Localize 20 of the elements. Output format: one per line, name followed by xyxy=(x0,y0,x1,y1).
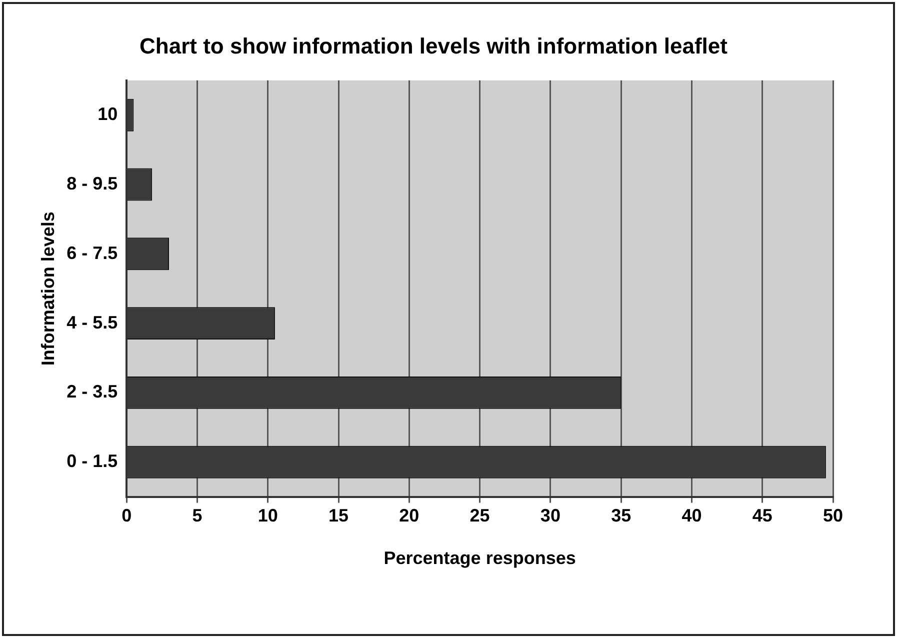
y-tick-label: 10 xyxy=(98,104,118,124)
x-tick-label: 45 xyxy=(752,506,772,526)
x-tick-label: 30 xyxy=(540,506,560,526)
y-tick-label: 8 - 9.5 xyxy=(66,173,118,194)
y-axis-title: Information levels xyxy=(38,212,58,366)
x-tick-label: 25 xyxy=(470,506,490,526)
chart-title: Chart to show information levels with information leaflet xyxy=(140,33,728,58)
x-tick-label: 0 xyxy=(122,506,132,526)
x-tick-label: 40 xyxy=(682,506,702,526)
x-tick-label: 50 xyxy=(822,506,844,526)
y-tick-label: 0 - 1.5 xyxy=(66,451,118,472)
x-tick-label: 15 xyxy=(328,506,349,526)
y-tick-label: 6 - 7.5 xyxy=(66,242,118,263)
x-tick-label: 35 xyxy=(611,506,632,526)
y-tick-label: 4 - 5.5 xyxy=(66,312,118,332)
x-tick-label: 10 xyxy=(258,506,278,526)
x-axis-title: Percentage responses xyxy=(384,548,576,568)
y-tick-label: 2 - 3.5 xyxy=(66,382,118,402)
x-tick-label: 5 xyxy=(192,506,202,526)
x-tick-label: 20 xyxy=(399,506,420,526)
